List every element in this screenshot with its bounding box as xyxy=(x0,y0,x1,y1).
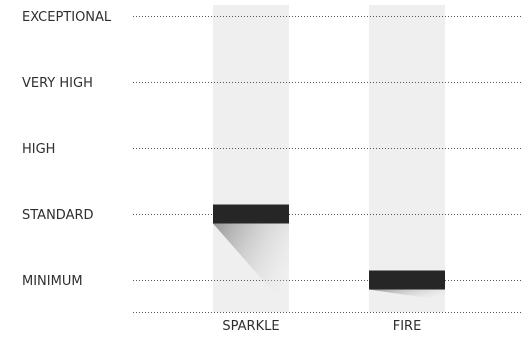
shadow-fire xyxy=(369,289,445,301)
track-fire xyxy=(369,5,445,312)
level-label-standard: STANDARD xyxy=(22,208,94,223)
markers-layer xyxy=(213,204,445,290)
level-label-very-high: VERY HIGH xyxy=(22,76,93,91)
level-label-high: HIGH xyxy=(22,142,55,157)
category-label-fire: FIRE xyxy=(393,319,422,334)
grid-layer xyxy=(133,16,522,313)
category-label-sparkle: SPARKLE xyxy=(222,319,279,334)
marker-sparkle xyxy=(213,204,289,224)
marker-fire xyxy=(369,270,445,290)
shadow-sparkle xyxy=(213,223,289,310)
level-label-minimum: MINIMUM xyxy=(22,274,83,289)
shadows-layer xyxy=(213,223,445,310)
tracks-layer xyxy=(213,5,445,312)
level-label-exceptional: EXCEPTIONAL xyxy=(22,10,112,25)
labels-layer: MINIMUM STANDARD HIGH VERY HIGH EXCEPTIONAL S… xyxy=(22,10,421,334)
